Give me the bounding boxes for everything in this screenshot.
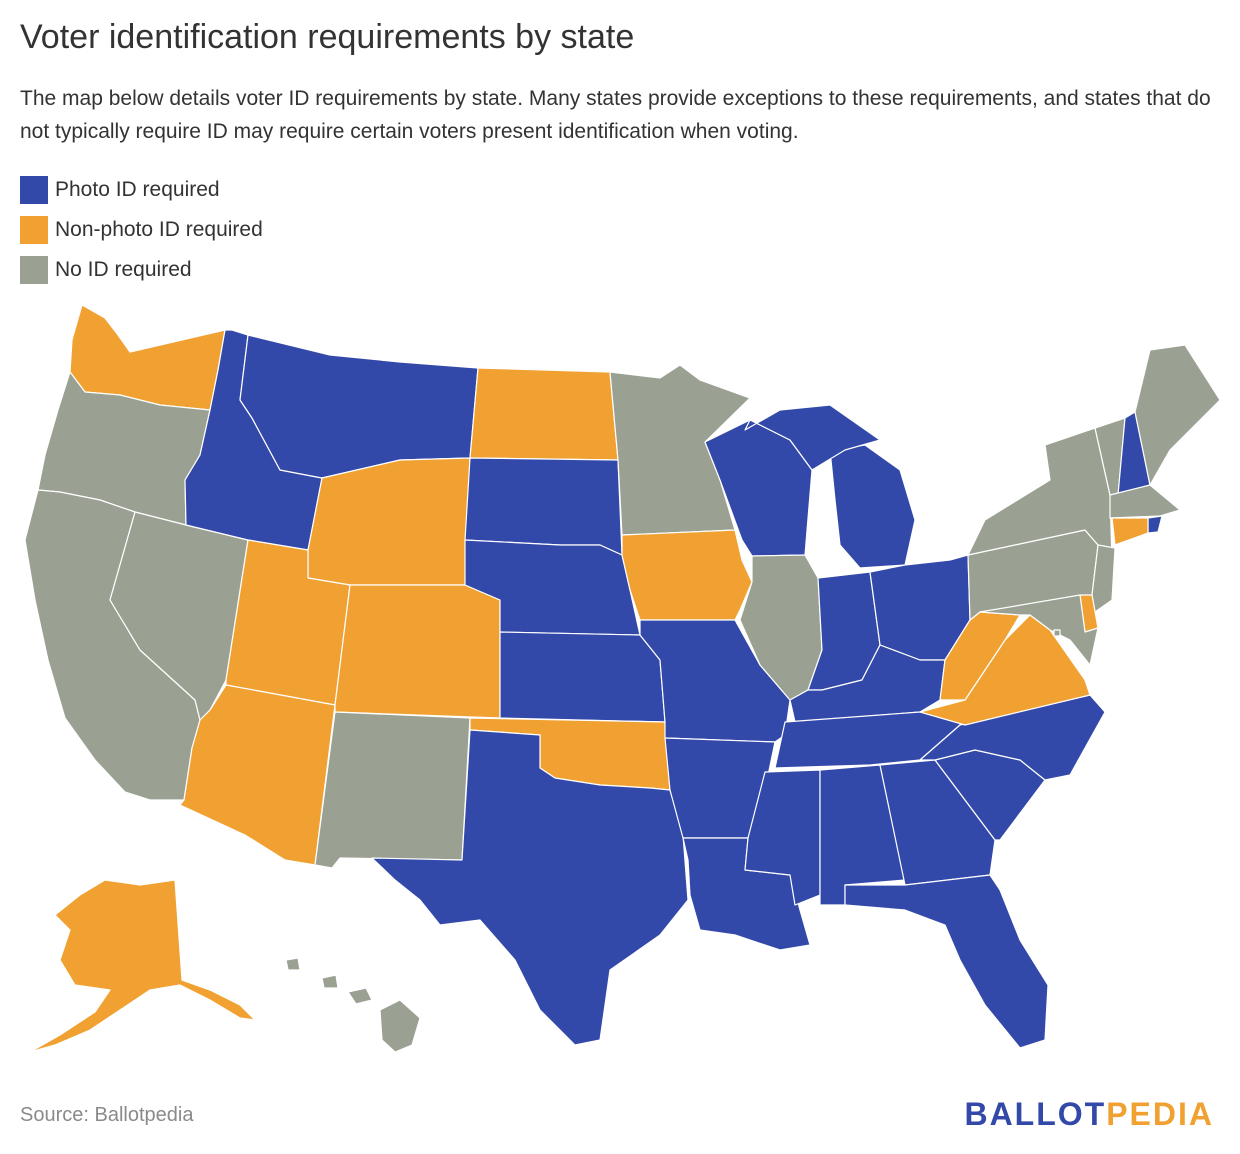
state-hi: [379, 999, 421, 1053]
source-note: Source: Ballotpedia: [20, 1104, 194, 1126]
state-hi-maui: [347, 987, 373, 1005]
state-nd: [469, 367, 619, 461]
state-nm: [314, 711, 471, 869]
state-ks: [499, 631, 666, 723]
state-co: [334, 584, 501, 719]
state-tx: [371, 729, 689, 1046]
state-ak: [29, 879, 256, 1053]
state-dc: [1053, 629, 1061, 637]
state-hi-oahu: [321, 974, 339, 989]
state-ri: [1147, 515, 1163, 534]
state-ct: [1111, 517, 1149, 546]
legend-swatch-photo: [20, 176, 48, 204]
legend-item-none: No ID required: [20, 250, 263, 290]
map-subtitle: The map below details voter ID requireme…: [20, 87, 1211, 143]
state-ia: [621, 529, 753, 621]
legend: Photo ID required Non-photo ID required …: [20, 170, 263, 290]
state-md: [979, 594, 1099, 666]
legend-item-photo: Photo ID required: [20, 170, 263, 210]
state-mt: [239, 334, 479, 479]
legend-item-nonphoto: Non-photo ID required: [20, 210, 263, 250]
ballotpedia-logo: BALLOTPEDIA: [964, 1096, 1214, 1132]
legend-label-none: No ID required: [55, 258, 192, 281]
state-wy: [307, 457, 471, 586]
state-ma: [1109, 484, 1181, 519]
legend-label-photo: Photo ID required: [55, 178, 220, 201]
state-me: [1134, 344, 1221, 486]
state-ny: [967, 427, 1113, 561]
legend-label-nonphoto: Non-photo ID required: [55, 218, 263, 241]
state-sd: [464, 457, 623, 556]
state-nj: [1091, 544, 1116, 613]
state-fl: [844, 874, 1049, 1049]
state-mi-up: [744, 404, 881, 471]
state-ga: [879, 759, 996, 886]
us-map: [24, 304, 1221, 1053]
state-mi: [829, 444, 916, 569]
legend-swatch-nonphoto: [20, 216, 48, 244]
map-title: Voter identification requirements by sta…: [20, 18, 635, 56]
state-ne: [464, 539, 641, 636]
state-hi-kauai: [285, 957, 301, 971]
legend-swatch-none: [20, 256, 48, 284]
